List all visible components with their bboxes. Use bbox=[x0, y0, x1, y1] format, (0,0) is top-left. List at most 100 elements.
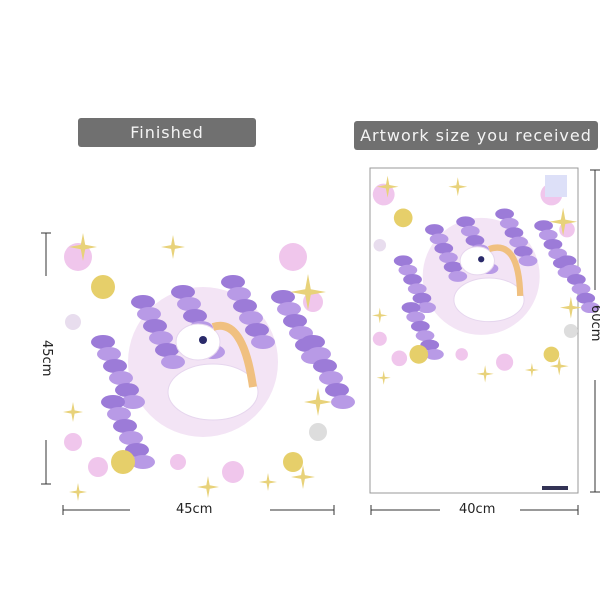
lavender-leaf bbox=[456, 216, 475, 228]
lavender-leaf bbox=[401, 302, 421, 314]
star-icon bbox=[372, 307, 388, 324]
lavender-leaf bbox=[460, 225, 480, 237]
lavender-leaf bbox=[103, 359, 127, 373]
star-icon bbox=[161, 235, 185, 259]
unicorn-eye bbox=[478, 256, 485, 263]
lavender-leaf bbox=[581, 302, 600, 314]
polka-dot bbox=[283, 452, 303, 472]
lavender-leaf bbox=[307, 347, 331, 361]
lavender-leaf bbox=[417, 302, 436, 314]
lavender-leaf bbox=[393, 255, 413, 267]
lavender-leaf bbox=[137, 307, 161, 321]
right-width-label: 40cm bbox=[459, 502, 496, 517]
lavender-leaf bbox=[183, 309, 207, 323]
polka-dot bbox=[372, 331, 387, 346]
dimension-lines bbox=[41, 169, 600, 515]
lavender-leaf bbox=[171, 285, 195, 299]
lavender-leaf bbox=[576, 292, 596, 304]
lavender-leaf bbox=[301, 335, 325, 349]
lavender-leaf bbox=[543, 238, 563, 250]
brand-tag bbox=[545, 175, 567, 197]
lavender-leaf bbox=[513, 245, 533, 257]
unicorn-mane bbox=[211, 321, 257, 388]
finished-label: Finished bbox=[78, 118, 256, 147]
lavender-leaf bbox=[571, 283, 591, 295]
lavender-leaf bbox=[251, 335, 275, 349]
lavender-leaf bbox=[415, 330, 435, 342]
unicorn-mane bbox=[488, 244, 524, 296]
unicorn-head bbox=[175, 323, 221, 361]
lavender-leaf bbox=[115, 383, 139, 397]
star-icon bbox=[259, 473, 277, 491]
unicorn-body bbox=[453, 277, 525, 323]
polka-dot bbox=[455, 348, 468, 361]
lavender-leaf bbox=[448, 270, 468, 282]
lavender-leaf bbox=[325, 383, 349, 397]
lavender-leaf bbox=[557, 255, 577, 267]
star-icon bbox=[63, 402, 83, 422]
polka-dot bbox=[64, 433, 82, 451]
lavender-leaf bbox=[131, 295, 155, 309]
lavender-leaf bbox=[562, 264, 582, 276]
lavender-leaf bbox=[465, 235, 485, 246]
star-icon bbox=[549, 207, 578, 236]
lavender-leaf bbox=[518, 255, 538, 267]
star-icon bbox=[476, 365, 494, 383]
lavender-leaf bbox=[443, 261, 463, 273]
lavender-leaf bbox=[113, 419, 137, 433]
polka-dot bbox=[391, 350, 408, 367]
artwork-size-label: Artwork size you received bbox=[354, 121, 598, 150]
star-icon bbox=[549, 356, 569, 376]
star-icon bbox=[448, 177, 468, 197]
lavender-leaf bbox=[403, 274, 422, 285]
left-height-label: 45cm bbox=[39, 340, 54, 377]
unicorn-body bbox=[167, 363, 259, 421]
lavender-leaf bbox=[425, 224, 444, 236]
lavender-leaf bbox=[504, 227, 524, 239]
unicorn-head bbox=[459, 246, 495, 276]
lavender-leaf bbox=[495, 208, 514, 220]
lavender-leaf bbox=[538, 229, 558, 241]
lavender-leaf bbox=[277, 302, 301, 316]
lavender-leaf bbox=[97, 347, 121, 361]
star-icon bbox=[560, 296, 582, 319]
star-icon bbox=[376, 370, 391, 385]
lavender-leaf bbox=[283, 314, 307, 328]
lavender-leaf bbox=[439, 252, 458, 264]
star-icon bbox=[524, 363, 539, 377]
lavender-leaf bbox=[567, 274, 586, 285]
lavender-leaf bbox=[177, 297, 201, 311]
polka-dot bbox=[496, 353, 514, 371]
lavender-leaf bbox=[155, 343, 179, 357]
right-height-label: 60cm bbox=[588, 305, 600, 342]
lavender-leaf bbox=[499, 217, 519, 229]
star-icon bbox=[291, 465, 315, 489]
polka-dot bbox=[543, 346, 560, 363]
polka-dot bbox=[409, 345, 429, 364]
lavender-leaf bbox=[429, 233, 449, 245]
lavender-leaf bbox=[406, 311, 426, 323]
star-icon bbox=[376, 175, 399, 198]
lavender-leaf bbox=[412, 292, 432, 304]
lavender-leaf bbox=[131, 455, 155, 469]
lavender-leaf bbox=[149, 331, 173, 345]
lavender-leaf bbox=[239, 311, 263, 325]
lavender-leaf bbox=[233, 299, 257, 313]
lavender-leaf bbox=[434, 242, 454, 254]
star-icon bbox=[290, 274, 326, 310]
lavender-leaf bbox=[509, 236, 528, 248]
lavender-leaf bbox=[227, 287, 251, 301]
lavender-leaf bbox=[425, 348, 444, 360]
lavender-leaf bbox=[161, 355, 185, 369]
polka-dot bbox=[88, 457, 108, 477]
lavender-leaf bbox=[398, 264, 418, 276]
unicorn-eye bbox=[199, 336, 207, 344]
lavender-leaf bbox=[331, 395, 355, 409]
barcode bbox=[542, 486, 568, 490]
polka-dot bbox=[393, 208, 413, 228]
star-icon bbox=[69, 483, 87, 501]
polka-dot bbox=[373, 238, 387, 252]
polka-dot bbox=[563, 323, 578, 339]
lavender-leaf bbox=[407, 283, 427, 295]
